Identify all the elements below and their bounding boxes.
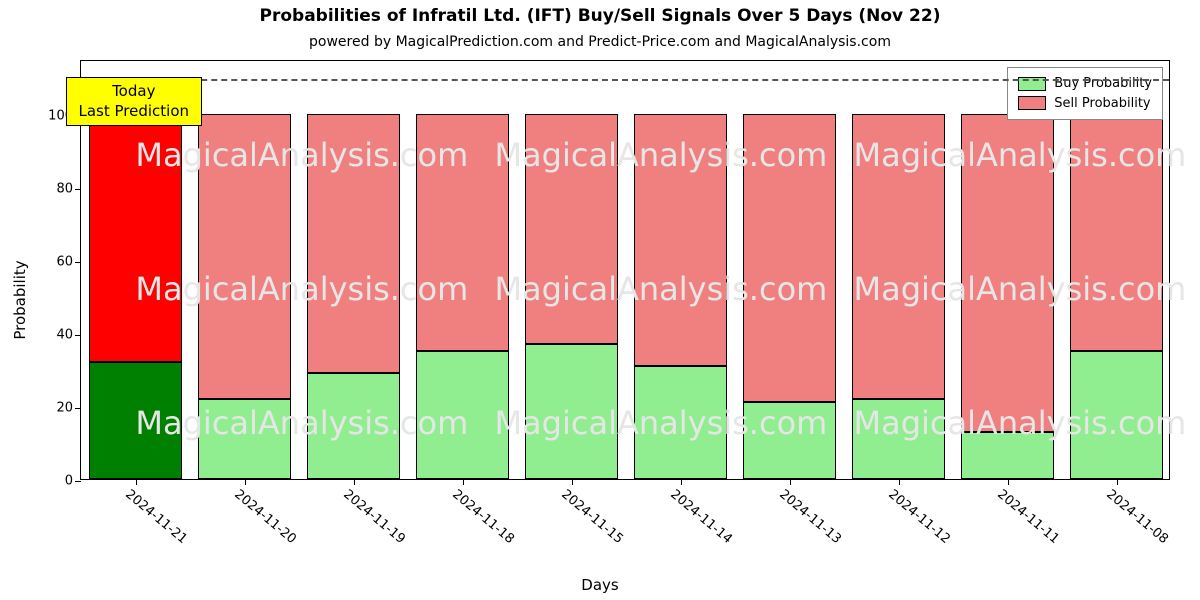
sell-bar [198,114,291,399]
plot-area: Buy ProbabilitySell Probability Today La… [80,60,1170,480]
buy-bar [852,399,945,479]
ytick-label: 80 [56,181,81,196]
sell-bar [852,114,945,399]
xtick-label: 2024-11-19 [340,487,408,547]
bars-area [81,61,1169,479]
bar-group [852,59,945,479]
xtick-label: 2024-11-18 [449,487,517,547]
buy-bar [89,362,182,479]
bar-group [307,59,400,479]
legend-swatch [1018,96,1046,110]
buy-bar [1070,351,1163,479]
xtick-label: 2024-11-08 [1103,487,1171,547]
xtick-label: 2024-11-12 [885,487,953,547]
sell-bar [307,114,400,373]
xtick-label: 2024-11-11 [994,487,1062,547]
xtick-mark [1117,479,1118,485]
xtick-mark [681,479,682,485]
legend-label: Buy Probability [1054,74,1152,94]
xtick-mark [1008,479,1009,485]
xtick-mark [136,479,137,485]
xtick-mark [463,479,464,485]
bar-group [416,59,509,479]
x-axis-label: Days [0,576,1200,594]
sell-bar [743,114,836,403]
xtick-label: 2024-11-14 [667,487,735,547]
xtick-label: 2024-11-20 [231,487,299,547]
sell-bar [525,114,618,344]
buy-bar [525,344,618,479]
buy-bar [743,402,836,479]
legend-item: Buy Probability [1018,74,1152,94]
legend-item: Sell Probability [1018,94,1152,114]
sell-bar [1070,114,1163,351]
bar-group [634,59,727,479]
xtick-mark [354,479,355,485]
sell-bar [961,114,1054,432]
buy-bar [307,373,400,479]
ytick-label: 0 [65,474,81,489]
xtick-mark [790,479,791,485]
bar-group [743,59,836,479]
sell-bar [634,114,727,366]
buy-bar [198,399,291,479]
y-axis-label: Probability [11,260,29,339]
today-annotation-line1: Today [79,82,190,102]
chart-title: Probabilities of Infratil Ltd. (IFT) Buy… [0,6,1200,26]
bar-group [525,59,618,479]
xtick-mark [245,479,246,485]
reference-line [81,79,1169,81]
buy-bar [634,366,727,479]
sell-bar [89,114,182,362]
ytick-label: 60 [56,254,81,269]
ytick-label: 20 [56,400,81,415]
today-annotation-line2: Last Prediction [79,102,190,122]
today-annotation: Today Last Prediction [66,77,203,126]
xtick-mark [899,479,900,485]
xtick-mark [572,479,573,485]
bar-group [1070,59,1163,479]
sell-bar [416,114,509,351]
bar-group [198,59,291,479]
chart-subtitle: powered by MagicalPrediction.com and Pre… [0,34,1200,50]
xtick-label: 2024-11-21 [122,487,190,547]
ytick-label: 40 [56,327,81,342]
legend: Buy ProbabilitySell Probability [1007,67,1163,120]
chart-container: Probabilities of Infratil Ltd. (IFT) Buy… [0,0,1200,600]
xtick-label: 2024-11-13 [776,487,844,547]
xtick-label: 2024-11-15 [558,487,626,547]
bar-group [961,59,1054,479]
legend-label: Sell Probability [1054,94,1150,114]
buy-bar [961,432,1054,479]
buy-bar [416,351,509,479]
